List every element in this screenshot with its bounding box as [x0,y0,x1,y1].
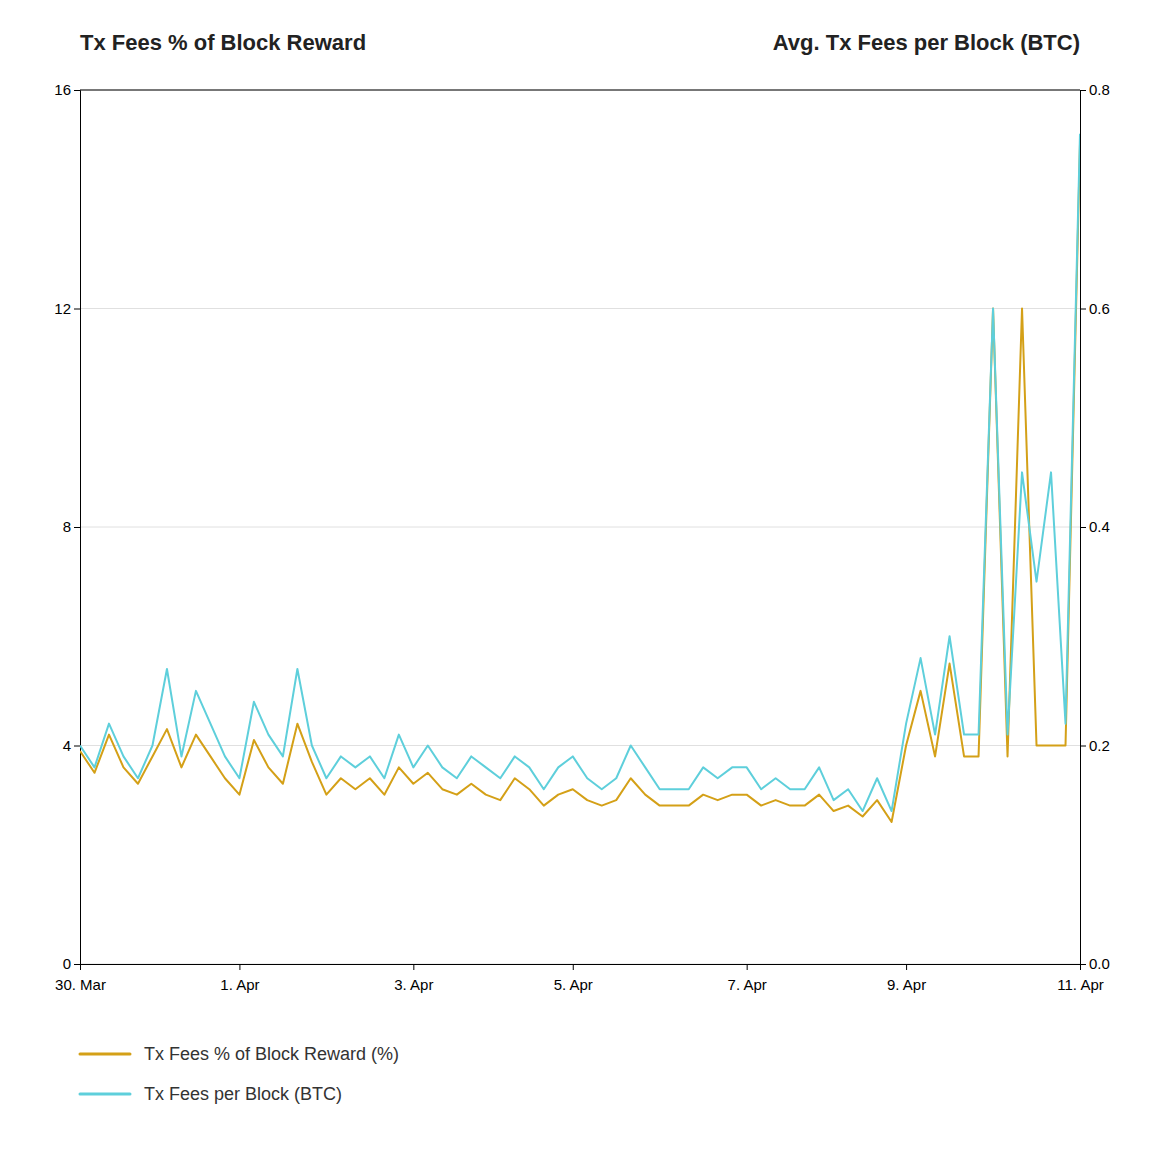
series-line [80,145,1080,822]
legend: Tx Fees % of Block Reward (%) Tx Fees per… [80,1044,399,1104]
tick: 0.2 [1080,737,1110,754]
tick-mark [74,90,80,91]
tick-label: 0.2 [1089,737,1110,754]
tick-label: 3. Apr [394,976,433,993]
legend-label: Tx Fees % of Block Reward (%) [144,1044,399,1064]
tick: 8 [63,518,80,535]
frame-line [80,90,1080,91]
tick-label: 12 [54,300,71,317]
axis-line [74,91,81,965]
marks [80,134,1080,822]
tick-label: 0.4 [1089,518,1110,535]
tick: 4 [63,737,80,754]
tick: 12 [54,300,80,317]
tick-mark [1080,746,1086,747]
tick-mark [74,527,80,528]
tick-label: 4 [63,737,71,754]
tick-mark [413,964,414,970]
tick: 0.8 [1080,81,1110,98]
tick: 9. Apr [887,964,926,993]
tick-label: 1. Apr [220,976,259,993]
axis-line [81,965,1081,971]
tick-mark [74,746,80,747]
grid-line [80,745,1080,746]
tick: 5. Apr [554,964,593,993]
tick-mark [74,309,80,310]
series-line [80,134,1080,811]
legend-item: Tx Fees % of Block Reward (%) [80,1044,399,1064]
tick-label: 5. Apr [554,976,593,993]
tick-mark [747,964,748,970]
tick-label: 0.0 [1089,955,1110,972]
tick-mark [1080,309,1086,310]
tick-label: 0 [63,955,71,972]
tick: 1. Apr [220,964,259,993]
grid-line [80,527,1080,528]
legend-swatch [80,1093,130,1096]
axis-line [1081,91,1087,965]
legend-label: Tx Fees per Block (BTC) [144,1084,342,1104]
tick-label: 8 [63,518,71,535]
tick: 16 [54,81,80,98]
grid [80,90,1080,964]
plot: 30. Mar 1. Apr 3. Apr 5. Apr 7. Apr 9. Apr 11.… [54,81,1110,992]
tick-label: 30. Mar [55,976,106,993]
tick-mark [1080,90,1086,91]
tick-mark [906,964,907,970]
tick: 7. Apr [728,964,767,993]
tick-mark [1080,527,1086,528]
chart: 30. Mar 1. Apr 3. Apr 5. Apr 7. Apr 9. Apr 11.… [0,0,1170,1164]
tick-mark [1080,964,1086,965]
tick-label: 7. Apr [728,976,767,993]
y-axis: 0 4 8 12 16 [54,81,80,972]
legend-item: Tx Fees per Block (BTC) [80,1084,342,1104]
tick-mark [573,964,574,970]
tick-mark [74,964,80,965]
tick-label: 0.6 [1089,300,1110,317]
legend-swatch [80,1053,130,1056]
grid-line [80,90,1080,91]
tick: 0.0 [1080,955,1110,972]
y2-axis-title: Avg. Tx Fees per Block (BTC) [773,30,1080,55]
y2-axis: 0.0 0.2 0.4 0.6 0.8 [1080,81,1110,972]
tick: 0.4 [1080,518,1110,535]
tick: 3. Apr [394,964,433,993]
y-axis-title: Tx Fees % of Block Reward [80,30,366,55]
tick-mark [239,964,240,970]
tick: 0 [63,955,80,972]
x-axis: 30. Mar 1. Apr 3. Apr 5. Apr 7. Apr 9. Apr 11.… [55,964,1104,993]
tick-label: 0.8 [1089,81,1110,98]
tick: 0.6 [1080,300,1110,317]
tick-label: 11. Apr [1057,976,1103,993]
tick-label: 16 [54,81,71,98]
tick-label: 9. Apr [887,976,926,993]
grid-line [80,308,1080,309]
